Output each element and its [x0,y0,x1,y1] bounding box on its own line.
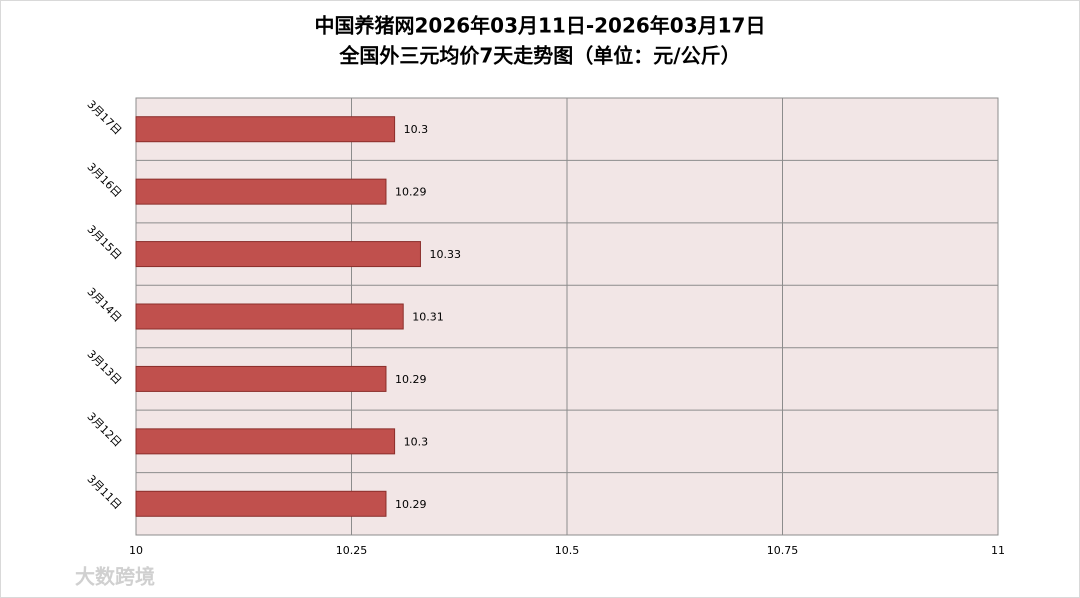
data-label: 10.3 [404,435,429,448]
bar [135,365,387,392]
chart-subtitle: 全国外三元均价7天走势图（单位：元/公斤） [338,44,740,68]
chart-title: 中国养猪网2026年03月11日-2026年03月17日 [315,14,766,38]
data-label: 10.3 [404,123,429,136]
x-tick-label: 10 [129,544,143,557]
bar [135,116,396,143]
x-tick-label: 10.25 [336,544,368,557]
data-label: 10.29 [395,373,427,386]
bar [135,178,387,205]
x-tick-label: 11 [991,544,1005,557]
bar [135,428,396,455]
data-label: 10.31 [412,311,444,324]
x-tick-label: 10.5 [555,544,580,557]
watermark: 大数跨境 [75,565,155,589]
data-label: 10.29 [395,186,427,199]
data-label: 10.33 [429,248,461,261]
data-label: 10.29 [395,498,427,511]
x-tick-label: 10.75 [767,544,799,557]
bar [135,303,404,330]
bar [135,490,387,517]
bar [135,241,421,268]
